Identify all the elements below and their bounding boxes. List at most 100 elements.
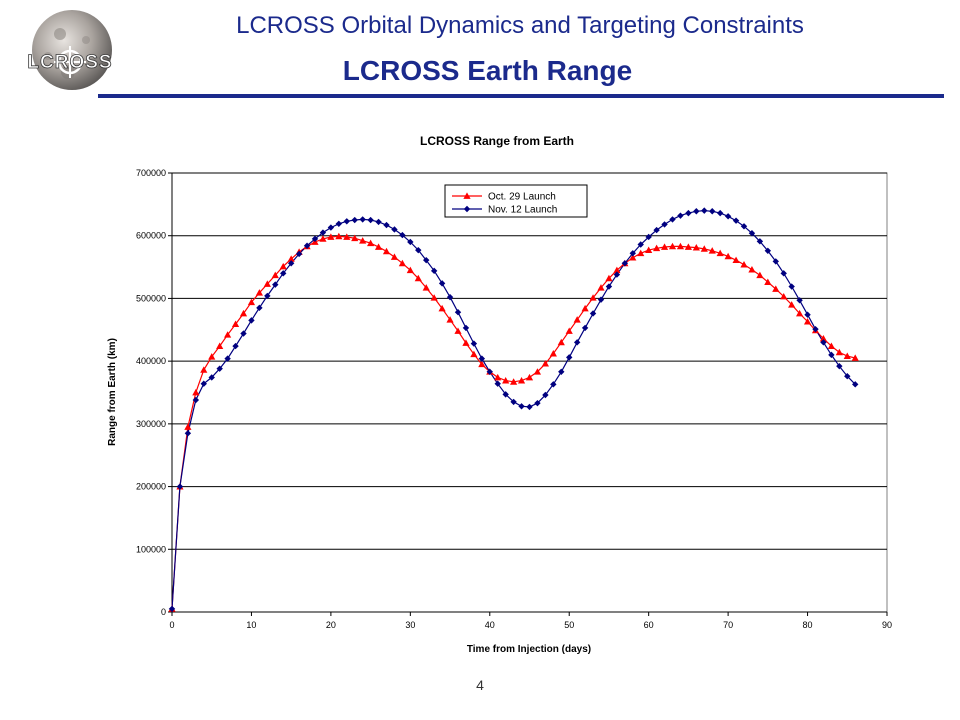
data-point-0 — [279, 262, 287, 270]
data-point-0 — [788, 301, 796, 308]
data-point-0 — [613, 266, 621, 274]
data-point-0 — [216, 342, 224, 349]
data-point-0 — [676, 242, 685, 250]
data-point-1 — [653, 226, 660, 234]
data-point-1 — [772, 258, 779, 265]
data-point-1 — [208, 374, 215, 381]
data-point-0 — [192, 388, 200, 396]
data-point-0 — [732, 256, 740, 264]
y-tick-label: 400000 — [136, 356, 166, 366]
y-tick-label: 300000 — [136, 419, 166, 429]
data-point-1 — [478, 355, 486, 362]
data-point-1 — [748, 230, 756, 237]
x-tick-label: 90 — [882, 620, 892, 630]
data-point-1 — [200, 380, 207, 387]
page-number: 4 — [476, 677, 484, 693]
data-point-0 — [796, 309, 804, 317]
y-tick-label: 0 — [161, 607, 166, 617]
data-point-0 — [319, 235, 327, 242]
data-point-1 — [621, 260, 629, 267]
data-point-0 — [708, 247, 716, 254]
deck-title: LCROSS Orbital Dynamics and Targeting Co… — [236, 12, 804, 39]
data-point-0 — [684, 243, 692, 250]
data-point-0 — [335, 232, 343, 240]
data-point-0 — [660, 243, 669, 250]
data-point-0 — [510, 378, 518, 385]
data-point-1 — [375, 218, 382, 226]
lcross-logo: LCROSS — [27, 10, 112, 90]
y-tick-label: 700000 — [136, 168, 166, 178]
data-point-1 — [542, 391, 549, 399]
data-point-1 — [248, 317, 255, 324]
data-point-0 — [271, 271, 279, 279]
data-point-0 — [351, 234, 359, 242]
data-point-1 — [788, 283, 795, 290]
data-point-1 — [327, 224, 335, 231]
data-point-0 — [724, 252, 732, 260]
data-point-0 — [398, 259, 406, 267]
data-point-0 — [414, 274, 422, 282]
title-divider — [98, 94, 944, 98]
data-point-0 — [446, 316, 454, 323]
legend-box — [444, 184, 588, 218]
data-point-1 — [780, 270, 787, 277]
data-point-1 — [438, 280, 446, 287]
data-point-1 — [311, 235, 319, 243]
data-point-1 — [820, 339, 827, 346]
data-point-1 — [423, 256, 430, 264]
logo-text: LCROSS — [27, 52, 112, 73]
data-point-1 — [494, 380, 501, 387]
data-point-0 — [454, 327, 462, 334]
data-point-0 — [525, 373, 534, 381]
data-point-0 — [438, 304, 446, 312]
legend-label-0: Oct. 29 Launch — [488, 192, 556, 203]
data-point-1 — [502, 391, 509, 398]
data-point-1 — [796, 297, 803, 304]
data-point-0 — [327, 233, 335, 240]
data-point-1 — [303, 242, 311, 249]
data-point-0 — [772, 285, 780, 292]
y-tick-label: 600000 — [136, 231, 166, 241]
slide-title: LCROSS Earth Range — [342, 55, 633, 86]
data-point-1 — [597, 296, 605, 303]
data-point-1 — [661, 221, 668, 228]
data-point-1 — [184, 430, 192, 437]
data-point-0 — [374, 243, 383, 250]
data-point-1 — [812, 325, 819, 333]
range-chart: LCROSS Range from Earth 0100000200000300… — [107, 134, 892, 655]
data-point-1 — [756, 238, 764, 245]
data-point-1 — [454, 309, 462, 316]
data-point-1 — [685, 209, 692, 217]
data-point-0 — [597, 284, 605, 291]
data-point-1 — [677, 212, 684, 219]
x-tick-labels: 0 10 20 30 40 50 60 70 80 90 — [169, 620, 892, 630]
data-point-0 — [462, 339, 470, 346]
data-point-1 — [280, 270, 287, 277]
data-point-0 — [629, 254, 637, 261]
x-tick-label: 60 — [644, 620, 654, 630]
data-point-1 — [486, 368, 493, 376]
data-point-1 — [351, 216, 358, 224]
data-point-0 — [390, 253, 399, 260]
x-tick-label: 70 — [723, 620, 733, 630]
data-point-1 — [510, 398, 517, 406]
data-point-0 — [184, 423, 192, 430]
data-point-1 — [518, 403, 525, 410]
data-point-1 — [240, 330, 247, 337]
data-point-1 — [844, 372, 851, 380]
x-axis-label: Time from Injection (days) — [467, 644, 591, 655]
data-point-0 — [803, 318, 812, 325]
data-point-0 — [422, 284, 430, 291]
x-tick-label: 10 — [246, 620, 256, 630]
chart-title: LCROSS Range from Earth — [420, 134, 574, 148]
x-tick-label: 20 — [326, 620, 336, 630]
data-point-0 — [430, 294, 438, 301]
data-point-1 — [613, 271, 621, 278]
data-point-1 — [335, 220, 343, 227]
data-point-1 — [415, 246, 422, 254]
data-point-1 — [319, 229, 327, 236]
data-point-1 — [701, 207, 708, 214]
data-point-0 — [668, 242, 677, 250]
data-point-0 — [382, 247, 391, 255]
x-tick-label: 80 — [803, 620, 813, 630]
